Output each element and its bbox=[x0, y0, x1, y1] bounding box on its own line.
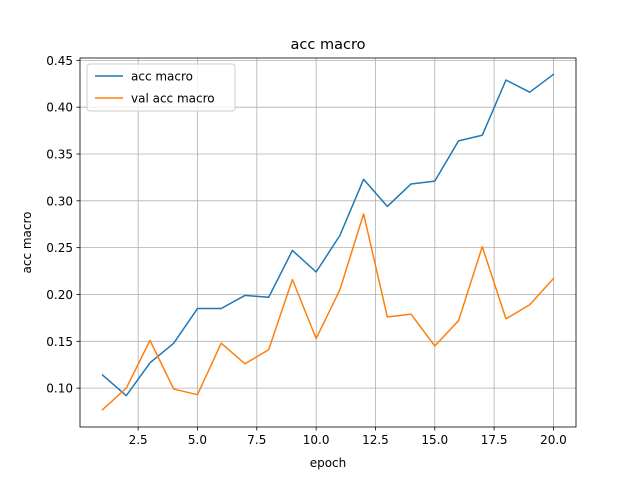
x-tick-label: 7.5 bbox=[247, 433, 266, 447]
y-tick-label: 0.40 bbox=[46, 101, 73, 115]
y-tick-label: 0.35 bbox=[46, 147, 73, 161]
x-tick-label: 5.0 bbox=[188, 433, 207, 447]
legend-label-val-acc-macro: val acc macro bbox=[131, 92, 215, 106]
y-tick-label: 0.30 bbox=[46, 194, 73, 208]
x-tick-label: 2.5 bbox=[129, 433, 148, 447]
chart-title: acc macro bbox=[291, 37, 366, 53]
legend: acc macro val acc macro bbox=[87, 64, 235, 111]
legend-label-acc-macro: acc macro bbox=[131, 70, 193, 84]
y-axis-label: acc macro bbox=[20, 211, 34, 273]
y-tick-label: 0.15 bbox=[46, 335, 73, 349]
y-tick-label: 0.45 bbox=[46, 54, 73, 68]
x-tick-label: 15.0 bbox=[421, 433, 448, 447]
y-tick-label: 0.20 bbox=[46, 288, 73, 302]
x-tick-label: 12.5 bbox=[362, 433, 389, 447]
y-tick-label: 0.25 bbox=[46, 241, 73, 255]
x-tick-label: 17.5 bbox=[481, 433, 508, 447]
y-tick-label: 0.10 bbox=[46, 382, 73, 396]
x-axis-label: epoch bbox=[310, 456, 347, 470]
x-tick-label: 10.0 bbox=[303, 433, 330, 447]
x-tick-label: 20.0 bbox=[540, 433, 567, 447]
